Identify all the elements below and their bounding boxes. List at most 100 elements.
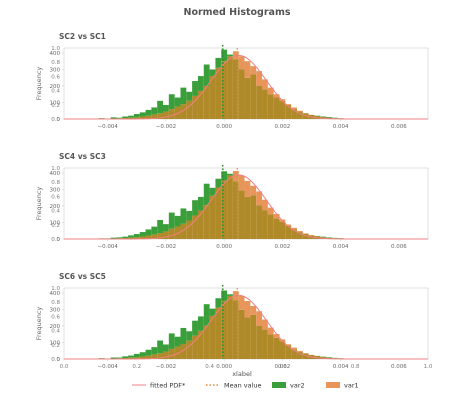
bar-var2 [198,197,204,211]
bar-overlap [245,78,251,119]
bar-var2 [122,356,128,358]
secondary-y-tick-label: 0.8 [51,60,60,66]
bar-var1 [239,56,245,69]
bar-var2 [186,211,192,221]
bar-overlap [268,335,274,359]
bar-var2 [227,174,233,176]
legend-swatch-patch [326,382,340,388]
bar-overlap [186,101,192,119]
secondary-y-tick-label: 0.6 [51,194,60,200]
bar-overlap [256,86,262,119]
bar-overlap [204,205,210,239]
x-tick-label: 0.006 [391,244,407,250]
bar-overlap [274,218,280,239]
bar-overlap [274,98,280,119]
secondary-x-tick-label: 0.6 [278,364,287,370]
bar-var2 [169,333,175,349]
bar-overlap [262,330,268,359]
bar-var2 [157,101,163,113]
secondary-y-tick-label: 0.4 [51,329,60,335]
secondary-x-tick-label: 0.2 [132,364,141,370]
bar-var2 [163,105,169,112]
legend-item-mean-value: Mean value [206,382,262,390]
bar-var2 [204,184,210,205]
bar-overlap [250,195,256,239]
bar-overlap [215,68,221,119]
figure-title: Normed Histograms [184,7,291,18]
bar-var2 [227,294,233,296]
secondary-y-tick-label: 1.0 [51,166,60,172]
bar-overlap [262,210,268,239]
bar-overlap [210,316,216,359]
bar-var2 [163,224,169,231]
panel-2: SC4 vs SC301002003004000.00.20.40.60.81.… [35,152,428,250]
bar-overlap [198,211,204,239]
bar-var2 [186,92,192,101]
bar-overlap [169,349,175,359]
x-tick-label: 0.000 [216,244,232,250]
secondary-y-tick-label: 0.0 [51,237,60,243]
bar-var2 [151,107,157,114]
legend-item-var1: var1 [326,382,359,390]
bar-overlap [245,317,251,359]
bar-var1 [239,175,245,190]
bar-var2 [140,112,146,116]
bar-overlap [198,91,204,119]
secondary-y-tick-label: 0.4 [51,209,60,215]
secondary-x-tick-label: 1.0 [424,364,433,370]
bar-overlap [227,175,233,239]
secondary-y-tick-label: 0.0 [51,357,60,363]
bar-var2 [122,237,128,238]
secondary-y-tick-label: 0.0 [51,117,60,123]
legend-label: var2 [290,382,305,390]
legend: fitted PDF* Mean value var2 var1 [132,382,359,390]
bar-var1 [239,296,245,310]
y-axis-label: Frequency [35,307,43,341]
bar-overlap [163,112,169,119]
bar-var2 [186,331,192,340]
secondary-y-tick-label: 0.2 [51,343,60,349]
x-tick-label: 0.004 [333,364,349,370]
secondary-y-tick-label: 0.2 [51,103,60,109]
secondary-y-tick-label: 1.0 [51,286,60,292]
panel-3: SC6 vs SC501002003004000.00.20.40.60.81.… [35,272,433,370]
bar-overlap [256,326,262,359]
secondary-x-tick-label: 0.8 [351,364,360,370]
bar-var2 [215,298,221,307]
bars [76,290,417,359]
bar-var2 [180,208,186,223]
bar-overlap [163,352,169,359]
bar-var2 [128,116,134,118]
bar-var2 [111,117,117,118]
bar-var2 [146,229,152,235]
legend-label: Mean value [224,382,262,390]
bar-var2 [134,234,140,237]
bar-var2 [111,238,117,239]
bar-var2 [111,358,117,359]
bar-var2 [227,55,233,57]
secondary-y-tick-label: 0.8 [51,180,60,186]
panel-title: SC2 vs SC1 [59,32,106,41]
y-tick-label: 300 [50,307,61,313]
bar-overlap [198,331,204,359]
x-tick-label: 0.002 [275,244,291,250]
bar-var2 [116,118,122,119]
bar-overlap [221,180,227,239]
y-axis-label: Frequency [35,67,43,101]
legend-item-fitted-pdf: fitted PDF* [132,382,186,390]
bar-overlap [215,308,221,359]
bar-var2 [151,347,157,354]
panel-title: SC4 vs SC3 [59,152,106,161]
bar-var2 [128,356,134,358]
bar-overlap [227,296,233,359]
bar-overlap [268,214,274,239]
bar-var2 [128,235,134,237]
bar-var2 [215,58,221,68]
legend-swatch-patch [272,382,286,388]
bar-overlap [186,341,192,359]
bar-var2 [169,94,175,109]
bar-var2 [146,350,152,356]
bar-overlap [239,190,245,239]
bar-overlap [204,86,210,119]
bar-var2 [157,341,163,354]
